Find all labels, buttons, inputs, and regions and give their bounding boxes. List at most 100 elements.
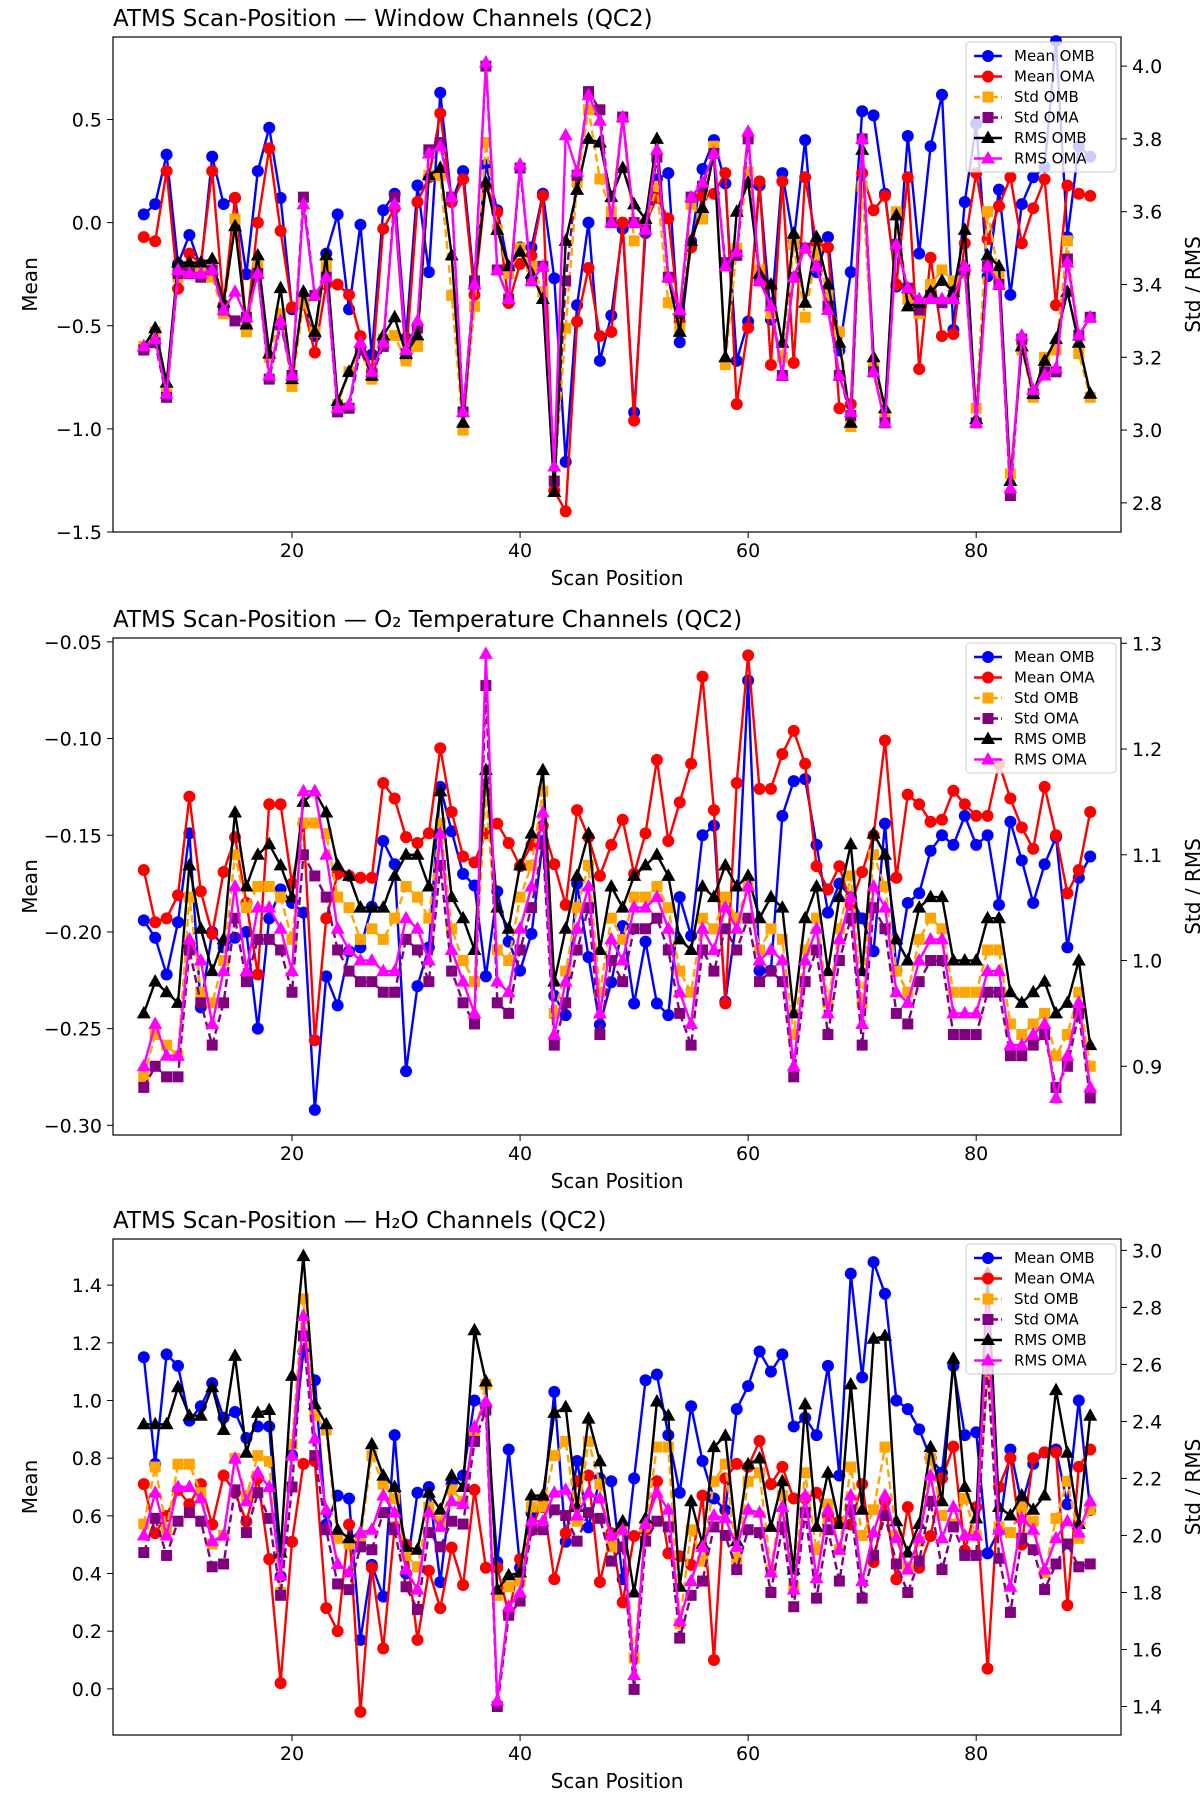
data-point	[468, 1483, 481, 1496]
data-point	[947, 1440, 960, 1453]
data-point	[537, 1501, 549, 1513]
legend: Mean OMB Mean OMA Std OMB Std OMA RMS OMB RMS…	[965, 642, 1117, 774]
data-point	[365, 871, 378, 884]
data-point	[684, 1493, 699, 1507]
data-point	[696, 1489, 709, 1502]
data-point	[605, 955, 617, 967]
data-point	[560, 1510, 572, 1522]
data-point	[1014, 1510, 1029, 1524]
legend-label: Std OMB	[1014, 689, 1079, 707]
data-point	[729, 879, 744, 892]
data-point	[593, 1018, 606, 1031]
data-point	[925, 1452, 937, 1464]
data-point	[845, 870, 857, 882]
data-point	[1060, 1048, 1075, 1061]
data-point	[833, 402, 846, 415]
data-point	[342, 868, 357, 881]
y2-tick-label: 2.8	[1132, 1297, 1162, 1319]
data-point	[742, 321, 755, 334]
data-point	[1014, 995, 1029, 1008]
data-point	[228, 879, 243, 892]
data-point	[354, 1532, 366, 1544]
data-point	[844, 266, 857, 279]
legend: Mean OMB Mean OMA Std OMB Std OMA RMS OMB RMS…	[965, 1243, 1117, 1375]
legend-marker	[982, 91, 994, 103]
data-point	[763, 942, 778, 955]
data-point	[934, 1530, 949, 1544]
data-point	[320, 1524, 332, 1536]
data-point	[798, 295, 813, 308]
data-point	[811, 1592, 823, 1604]
data-point	[992, 183, 1005, 196]
data-point	[502, 836, 515, 849]
data-point	[582, 1435, 594, 1447]
data-point	[263, 881, 275, 892]
data-point	[640, 1535, 652, 1547]
data-point	[205, 1379, 220, 1393]
data-point	[912, 1516, 927, 1530]
data-point	[1004, 1606, 1016, 1618]
data-point	[445, 806, 458, 819]
data-point	[616, 216, 629, 229]
data-point	[867, 204, 880, 217]
data-point	[217, 1469, 230, 1482]
y2-tick-label: 2.0	[1132, 1525, 1162, 1547]
legend-entry: Std OMB	[974, 1290, 1079, 1308]
data-point	[764, 358, 777, 371]
data-point	[970, 1549, 982, 1561]
data-point	[604, 215, 619, 228]
y-axis-label: Mean	[18, 257, 42, 312]
legend-marker	[982, 671, 994, 684]
legend-marker	[982, 692, 994, 704]
data-point	[503, 1581, 515, 1593]
data-point	[879, 1441, 891, 1453]
data-point	[1015, 854, 1028, 867]
data-point	[719, 1472, 732, 1485]
data-point	[753, 964, 766, 977]
data-point	[479, 1561, 492, 1574]
data-point	[935, 88, 948, 101]
data-point	[901, 788, 914, 801]
data-point	[285, 1368, 300, 1381]
data-point	[182, 266, 197, 279]
data-point	[434, 1541, 446, 1553]
data-point	[662, 1521, 674, 1533]
data-point	[798, 240, 813, 254]
data-point	[240, 326, 252, 338]
data-point	[742, 1524, 754, 1536]
data-point	[331, 999, 344, 1012]
data-point	[615, 109, 630, 123]
data-point	[662, 1441, 674, 1453]
data-point	[320, 1602, 333, 1615]
data-point	[251, 165, 264, 178]
data-point	[936, 923, 948, 935]
data-point	[273, 280, 288, 294]
legend-label: Mean OMB	[1014, 1249, 1095, 1267]
data-point	[400, 1065, 413, 1078]
data-point	[513, 156, 528, 170]
data-point	[172, 1458, 184, 1470]
y-tick-label: −1.0	[56, 419, 102, 441]
data-point	[684, 1573, 699, 1587]
data-point	[330, 857, 345, 871]
data-point	[877, 1328, 892, 1341]
data-point	[957, 1527, 972, 1541]
legend-marker	[981, 151, 995, 164]
data-point	[183, 1507, 195, 1519]
data-point	[708, 1521, 720, 1533]
data-point	[980, 963, 995, 977]
data-point	[275, 944, 287, 956]
data-point	[536, 189, 549, 202]
data-point	[195, 997, 207, 1009]
data-point	[410, 921, 425, 934]
data-point	[925, 955, 937, 967]
y2-tick-label: 3.0	[1132, 420, 1162, 442]
data-point	[991, 910, 1006, 924]
data-point	[1084, 1558, 1096, 1570]
data-point	[456, 974, 471, 987]
data-point	[239, 309, 254, 323]
data-point	[558, 1399, 573, 1413]
data-point	[503, 955, 515, 967]
data-point	[478, 646, 493, 659]
data-point	[799, 773, 812, 786]
